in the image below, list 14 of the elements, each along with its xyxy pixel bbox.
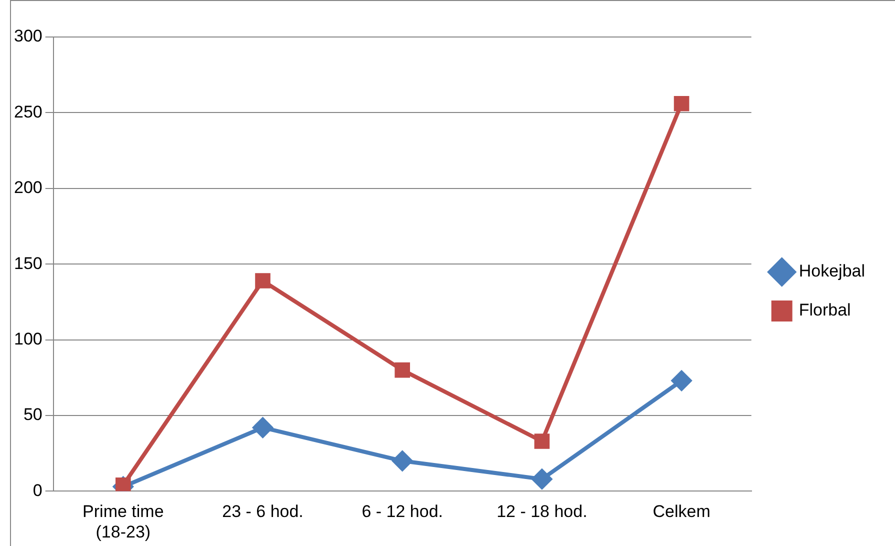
y-tick-label: 250 (14, 102, 42, 122)
x-tick-label: 12 - 18 hod. (496, 502, 588, 522)
y-tick-label: 50 (23, 405, 42, 424)
y-tick-label: 100 (14, 329, 42, 348)
x-tick-label: Celkem (652, 502, 710, 522)
y-tick-label: 0 (32, 480, 42, 500)
y-tick-label: 150 (14, 254, 42, 273)
legend-label: Florbal (798, 300, 851, 320)
x-tick-label: 23 - 6 hod. (222, 502, 304, 522)
x-tick-label: 6 - 12 hod. (362, 502, 443, 522)
y-tick-label: 200 (14, 178, 42, 198)
y-tick-label: 300 (14, 26, 42, 46)
legend-label: Hokejbal (798, 262, 866, 281)
x-tick-label: Prime time (18-23) (82, 502, 164, 542)
